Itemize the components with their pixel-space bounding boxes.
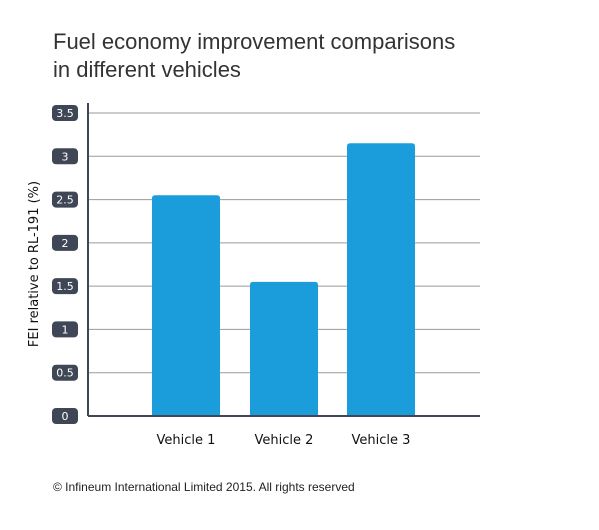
y-tick: 3.5 (52, 105, 78, 121)
y-tick-badge (52, 234, 78, 251)
axes (87, 103, 480, 417)
bar (347, 143, 415, 417)
chart-title-line-1: Fuel economy improvement comparisons (53, 29, 456, 54)
y-tick-label: 2 (62, 237, 69, 250)
y-tick-badge (52, 191, 78, 208)
y-tick-badge (52, 321, 78, 338)
y-tick-label: 0 (62, 410, 69, 423)
bar (250, 281, 318, 416)
y-tick: 0.5 (52, 364, 78, 381)
y-tick-label: 0.5 (56, 367, 74, 380)
y-tick: 3 (52, 148, 78, 165)
y-tick: 1 (52, 321, 78, 338)
y-tick-badge (52, 148, 78, 165)
y-tick-labels: 0 0.5 1 1.5 2 2.5 3 3.5 (52, 105, 78, 424)
x-tick-label: Vehicle 3 (352, 433, 411, 448)
copyright-notice: © Infineum International Limited 2015. A… (53, 480, 355, 494)
chart-title-line-2: in different vehicles (53, 57, 241, 82)
y-tick-label: 3.5 (56, 107, 74, 120)
y-tick-badge (52, 105, 78, 121)
y-tick-label: 3 (62, 150, 69, 163)
y-tick: 0 (52, 408, 78, 424)
y-axis-label: FEI relative to RL-191 (%) (27, 181, 42, 347)
x-tick-labels: Vehicle 1 Vehicle 2 Vehicle 3 (157, 433, 411, 448)
y-tick-badge (52, 278, 78, 295)
y-tick-badge (52, 364, 78, 381)
y-tick-label: 2.5 (56, 194, 74, 207)
y-tick-label: 1.5 (56, 280, 74, 293)
bar (152, 195, 220, 416)
bars (152, 143, 415, 417)
y-tick: 1.5 (52, 278, 78, 295)
chart-title: Fuel economy improvement comparisons in … (53, 28, 553, 84)
x-tick-label: Vehicle 1 (157, 433, 216, 448)
y-tick-label: 1 (62, 323, 69, 336)
y-tick: 2 (52, 234, 78, 251)
y-tick: 2.5 (52, 191, 78, 208)
x-tick-label: Vehicle 2 (255, 433, 314, 448)
y-tick-badge (52, 408, 78, 424)
